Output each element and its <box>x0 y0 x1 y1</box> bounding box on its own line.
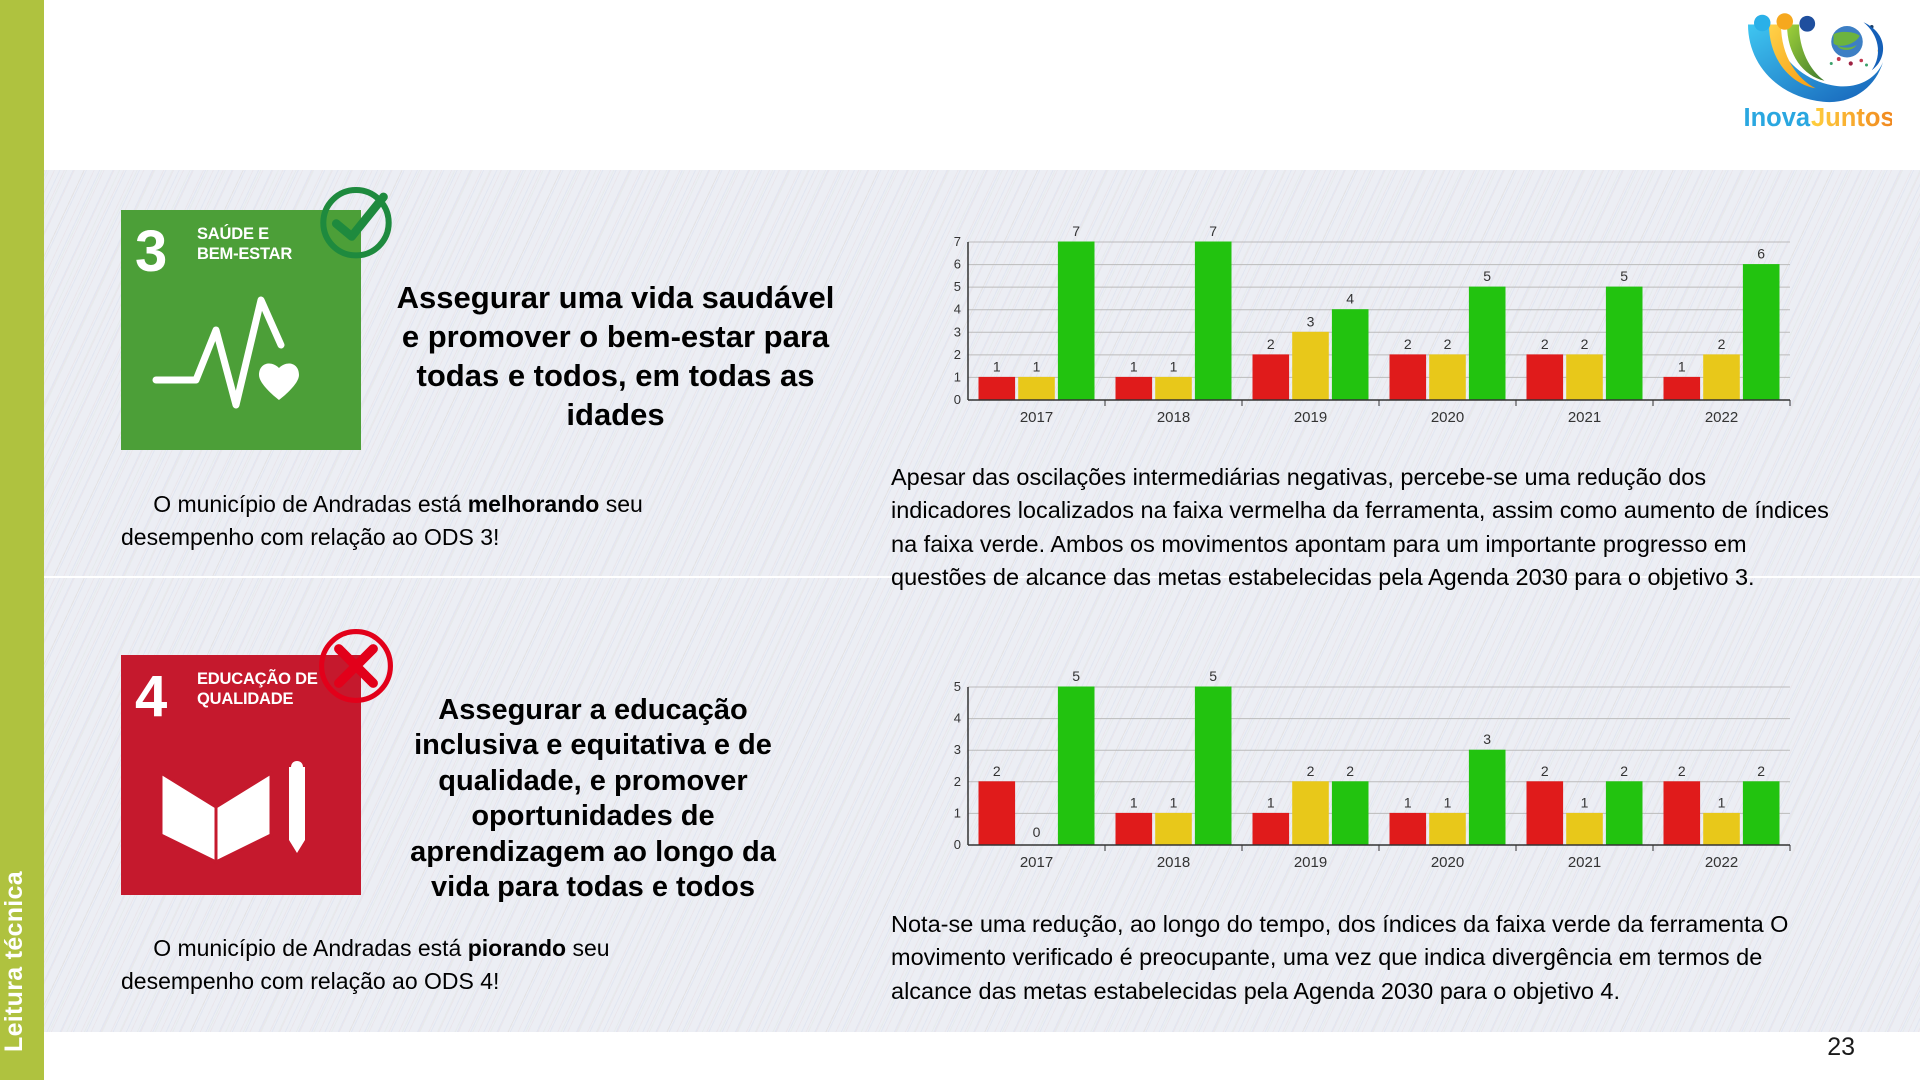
svg-text:1: 1 <box>1581 794 1589 810</box>
svg-text:2: 2 <box>1541 336 1549 352</box>
svg-text:4: 4 <box>954 711 961 726</box>
svg-text:1: 1 <box>1404 794 1412 810</box>
svg-text:5: 5 <box>954 279 961 294</box>
svg-text:2021: 2021 <box>1568 854 1601 871</box>
svg-text:5: 5 <box>1620 268 1628 284</box>
svg-text:1: 1 <box>1130 794 1138 810</box>
svg-text:2: 2 <box>1541 763 1549 779</box>
svg-text:2022: 2022 <box>1705 409 1738 426</box>
svg-text:2: 2 <box>1620 763 1628 779</box>
svg-text:1: 1 <box>1678 358 1686 374</box>
svg-text:2021: 2021 <box>1568 409 1601 426</box>
svg-text:1: 1 <box>1170 358 1178 374</box>
svg-text:6: 6 <box>1757 246 1765 262</box>
svg-text:5: 5 <box>954 679 961 694</box>
svg-text:2: 2 <box>1718 336 1726 352</box>
svg-text:5: 5 <box>1209 668 1217 684</box>
svg-text:2020: 2020 <box>1431 409 1464 426</box>
svg-text:4: 4 <box>954 302 961 317</box>
svg-text:1: 1 <box>1033 358 1041 374</box>
svg-text:0: 0 <box>1033 824 1041 840</box>
svg-text:7: 7 <box>954 234 961 249</box>
svg-text:7: 7 <box>1072 223 1080 239</box>
svg-text:2: 2 <box>1307 763 1315 779</box>
svg-text:5: 5 <box>1072 668 1080 684</box>
svg-text:2: 2 <box>954 347 961 362</box>
svg-text:2020: 2020 <box>1431 854 1464 871</box>
svg-text:2017: 2017 <box>1020 854 1053 871</box>
svg-text:2: 2 <box>1346 763 1354 779</box>
svg-text:5: 5 <box>1483 268 1491 284</box>
svg-text:1: 1 <box>954 805 961 820</box>
svg-text:6: 6 <box>954 257 961 272</box>
svg-text:3: 3 <box>1483 731 1491 747</box>
svg-text:2: 2 <box>1581 336 1589 352</box>
svg-text:1: 1 <box>1170 794 1178 810</box>
svg-text:1: 1 <box>993 358 1001 374</box>
svg-text:2: 2 <box>1757 763 1765 779</box>
svg-text:4: 4 <box>1346 291 1354 307</box>
svg-text:1: 1 <box>1444 794 1452 810</box>
svg-text:2: 2 <box>954 774 961 789</box>
svg-text:2018: 2018 <box>1157 409 1190 426</box>
svg-text:2: 2 <box>1444 336 1452 352</box>
svg-text:3: 3 <box>1307 313 1315 329</box>
svg-text:2022: 2022 <box>1705 854 1738 871</box>
svg-text:2019: 2019 <box>1294 854 1327 871</box>
svg-text:1: 1 <box>954 369 961 384</box>
svg-text:2018: 2018 <box>1157 854 1190 871</box>
svg-text:2019: 2019 <box>1294 409 1327 426</box>
svg-text:Juntos: Juntos <box>1811 104 1892 132</box>
svg-text:0: 0 <box>954 837 961 852</box>
svg-text:1: 1 <box>1130 358 1138 374</box>
svg-text:3: 3 <box>954 742 961 757</box>
svg-text:1: 1 <box>1267 794 1275 810</box>
svg-text:3: 3 <box>954 324 961 339</box>
svg-text:0: 0 <box>954 392 961 407</box>
svg-text:2017: 2017 <box>1020 409 1053 426</box>
svg-text:2: 2 <box>1678 763 1686 779</box>
svg-text:7: 7 <box>1209 223 1217 239</box>
svg-text:Inova: Inova <box>1744 104 1811 132</box>
svg-text:2: 2 <box>993 763 1001 779</box>
svg-text:2: 2 <box>1267 336 1275 352</box>
svg-text:1: 1 <box>1718 794 1726 810</box>
svg-text:2: 2 <box>1404 336 1412 352</box>
